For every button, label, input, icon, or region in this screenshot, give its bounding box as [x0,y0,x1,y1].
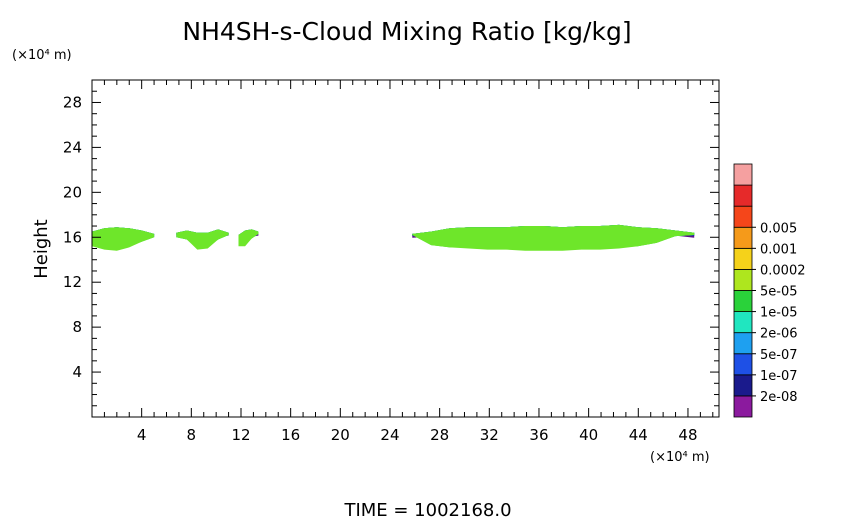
y-tick-label: 28 [63,93,82,111]
x-tick-label: 8 [187,426,197,444]
colorbar-swatch [733,247,753,270]
x-tick-label: 40 [579,426,598,444]
x-tick-label: 4 [137,426,147,444]
colorbar-label: 2e-08 [760,390,798,405]
colorbar: 2e-08 1e-07 5e-07 2e-06 1e-05 5e-05 0.0002 0.00… [733,163,806,418]
colorbar-swatch [733,226,753,249]
cloud-fill [92,224,695,251]
colorbar-label: 5e-07 [760,348,798,363]
y-tick-label: 20 [63,183,82,201]
y-tick-label: 8 [72,318,82,336]
colorbar-swatch [733,332,753,355]
colorbar-swatch [733,311,753,334]
x-tick-label: 44 [629,426,648,444]
y-tick-labels: 4 8 12 16 20 24 28 [63,93,82,381]
cloud-region-2-level-5 [238,229,259,247]
colorbar-swatch [733,290,753,312]
colorbar-swatch [733,163,753,186]
axis-ticks [92,80,719,417]
y-axis-label: Height [31,219,52,279]
y-tick-label: 24 [63,138,82,156]
colorbar-label: 1e-07 [760,369,798,384]
colorbar-label: 1e-05 [760,306,798,321]
cloud-region-3-level-5 [412,224,695,251]
x-axis-unit: (×10⁴ m) [650,450,710,465]
y-tick-label: 16 [63,228,82,246]
chart-title: NH4SH-s-Cloud Mixing Ratio [kg/kg] [182,17,631,46]
colorbar-swatch [733,205,753,228]
colorbar-label: 5e-05 [760,285,798,300]
colorbar-swatch [733,184,753,207]
x-tick-label: 28 [430,426,449,444]
x-tick-label: 16 [281,426,300,444]
colorbar-label: 0.005 [760,221,797,236]
x-tick-label: 36 [529,426,548,444]
colorbar-label: 0.0002 [760,263,806,278]
x-tick-labels: 4 8 12 16 20 24 28 32 36 40 44 48 [137,426,698,444]
x-tick-label: 24 [380,426,399,444]
cloud-region-1-level-5 [176,229,229,250]
colorbar-swatch [733,395,753,418]
footer-time: TIME = 1002168.0 [343,500,511,519]
y-axis-unit: (×10⁴ m) [12,48,72,63]
colorbar-swatch [733,269,753,291]
plot-frame [91,79,720,418]
x-tick-label: 20 [331,426,350,444]
x-tick-label: 32 [480,426,499,444]
colorbar-swatch [733,374,753,397]
x-tick-label: 48 [678,426,697,444]
y-tick-label: 12 [63,273,82,291]
colorbar-swatch [733,353,753,376]
colorbar-label: 0.001 [760,242,797,257]
x-tick-label: 12 [231,426,250,444]
colorbar-label: 2e-06 [760,327,798,342]
cloud-region-0-level-5 [92,227,155,251]
y-tick-label: 4 [72,363,82,381]
